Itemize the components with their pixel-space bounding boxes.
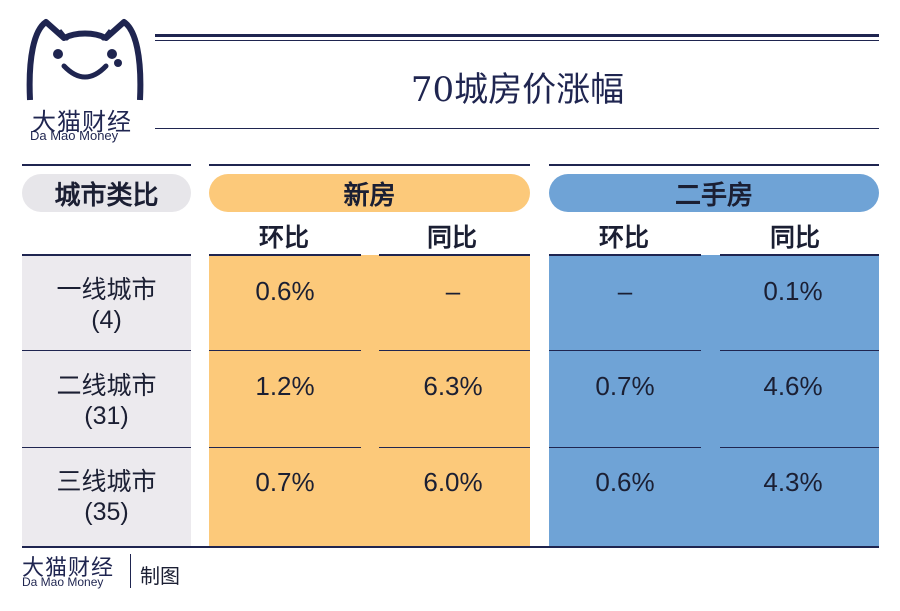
header-rule-new [209,164,530,166]
row-label-tier1: 一线城市 (4) [22,275,191,335]
title-rule-bottom [155,128,879,129]
city-tier-name: 三线城市 [56,468,157,496]
tier3-sh-mom: 0.6% [595,467,655,497]
tier1-new-yoy: – [445,276,461,306]
new-yoy-header: 同比 [426,224,477,252]
tier2-new-yoy: 6.3% [423,371,483,401]
footer-divider [130,554,131,588]
second-yoy-header: 同比 [769,224,820,252]
second-hand-header: 二手房 [549,174,879,212]
brand-logo: 大猫财经 Da Mao Money [18,18,150,146]
tier3-new-mom: 0.7% [255,467,315,497]
page-title: 70城房价涨幅 [410,70,625,110]
footer-brand-cn: 大猫财经 [22,555,115,580]
category-column [22,255,191,547]
new-house-header: 新房 [209,174,530,212]
title-rule-top [155,34,879,37]
tier1-sh-mom: – [617,276,633,306]
tier3-sh-yoy: 4.3% [763,467,823,497]
second-hand-column [549,255,879,547]
city-tier-name: 二线城市 [56,372,157,400]
header-rule-second [549,164,879,166]
title-rule-top-thin [155,40,879,41]
category-header: 城市类比 [22,174,191,212]
tier2-new-mom: 1.2% [255,371,315,401]
cat-face-icon [26,19,144,101]
brand-name-cn: 大猫财经 [32,109,132,136]
tier1-new-mom: 0.6% [255,276,315,306]
new-mom-header: 环比 [258,224,309,252]
footer-note: 制图 [140,566,180,588]
tier2-sh-mom: 0.7% [595,371,655,401]
tier3-new-yoy: 6.0% [423,467,483,497]
city-tier-name: 一线城市 [56,276,157,304]
city-count: (35) [84,498,129,526]
new-house-column [209,255,530,547]
header-rule-left [22,164,191,166]
city-count: (31) [84,402,129,430]
city-count: (4) [91,306,122,334]
row-label-tier2: 二线城市 (31) [22,371,191,431]
tier2-sh-yoy: 4.6% [763,371,823,401]
tier1-sh-yoy: 0.1% [763,276,823,306]
brand-name-en: Da Mao Money [30,128,119,143]
row-label-tier3: 三线城市 (35) [22,467,191,527]
second-mom-header: 环比 [598,224,649,252]
footer-brand-en: Da Mao Money [22,575,104,589]
